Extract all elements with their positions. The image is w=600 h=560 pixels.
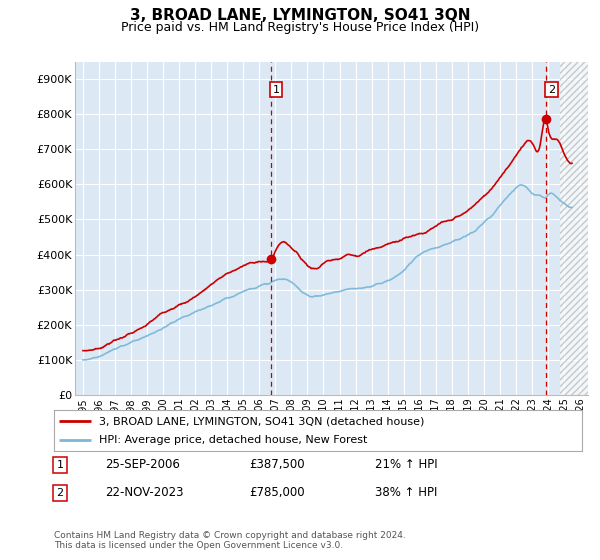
Text: 38% ↑ HPI: 38% ↑ HPI [375,486,437,500]
Text: £785,000: £785,000 [249,486,305,500]
Text: 21% ↑ HPI: 21% ↑ HPI [375,458,437,472]
Text: 22-NOV-2023: 22-NOV-2023 [105,486,184,500]
Text: HPI: Average price, detached house, New Forest: HPI: Average price, detached house, New … [99,435,367,445]
Text: Contains HM Land Registry data © Crown copyright and database right 2024.
This d: Contains HM Land Registry data © Crown c… [54,531,406,550]
Text: £387,500: £387,500 [249,458,305,472]
Text: 2: 2 [56,488,64,498]
Bar [560,62,588,395]
Text: 2: 2 [548,85,555,95]
Text: 3, BROAD LANE, LYMINGTON, SO41 3QN: 3, BROAD LANE, LYMINGTON, SO41 3QN [130,8,470,24]
Text: 1: 1 [56,460,64,470]
Text: 3, BROAD LANE, LYMINGTON, SO41 3QN (detached house): 3, BROAD LANE, LYMINGTON, SO41 3QN (deta… [99,417,424,426]
Text: 1: 1 [272,85,280,95]
Text: Price paid vs. HM Land Registry's House Price Index (HPI): Price paid vs. HM Land Registry's House … [121,21,479,34]
Text: 25-SEP-2006: 25-SEP-2006 [105,458,180,472]
